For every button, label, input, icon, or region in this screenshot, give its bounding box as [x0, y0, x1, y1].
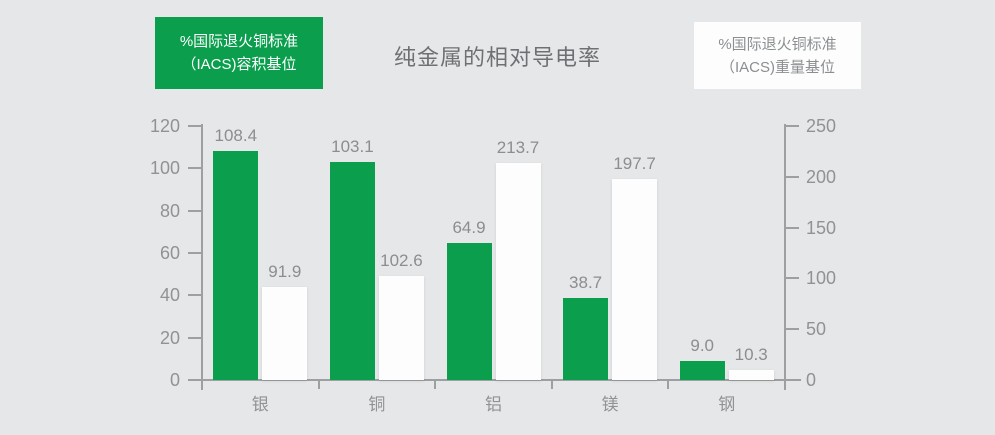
right-axis-tick	[785, 328, 799, 331]
left-axis-tick	[188, 294, 202, 297]
bar-value-label: 197.7	[613, 154, 656, 174]
bar-value-label: 108.4	[214, 125, 258, 145]
bar-value-label: 103.1	[331, 136, 374, 156]
chart-title: 纯金属的相对导电率	[393, 45, 601, 70]
category-label: 铝	[484, 395, 502, 414]
bar-value-label: 38.7	[569, 273, 603, 293]
bar-weight-basis	[262, 286, 308, 380]
left-axis-tick	[188, 252, 202, 254]
x-axis-tick	[667, 380, 670, 389]
bar-volume-basis	[679, 360, 725, 380]
right-axis-tick-label: 50	[806, 319, 827, 340]
bar-volume-basis	[446, 242, 492, 380]
left-axis-tick-label: 120	[149, 116, 180, 136]
left-axis-tick-label: 20	[159, 327, 180, 348]
x-axis-tick	[550, 380, 553, 389]
left-axis-tick-label: 100	[149, 158, 180, 179]
bar-weight-basis	[612, 179, 658, 380]
left-axis-tick	[188, 167, 202, 170]
right-axis-tick-label: 0	[806, 370, 817, 390]
right-axis-legend-line2: （IACS)重量基位	[719, 58, 835, 76]
bar-value-label: 9.0	[690, 335, 714, 355]
right-axis-tick	[785, 125, 799, 127]
right-axis-legend-line1: %国际退火铜标准	[718, 35, 837, 53]
bar-volume-basis	[329, 161, 375, 380]
bar-value-label: 91.9	[268, 261, 302, 281]
left-axis-tick-label: 60	[159, 243, 180, 263]
category-label: 钢	[718, 395, 736, 414]
left-axis-line	[201, 124, 203, 390]
category-label: 铜	[368, 395, 386, 414]
bar-volume-basis	[563, 298, 609, 380]
left-axis-tick-label: 0	[169, 370, 180, 390]
left-axis-legend-badge: %国际退火铜标准 （IACS)容积基位	[155, 17, 323, 89]
right-axis-tick-label: 200	[806, 166, 837, 187]
right-axis-tick-label: 150	[806, 217, 837, 238]
left-axis-legend-line2: （IACS)容积基位	[181, 56, 297, 73]
left-axis-tick	[188, 125, 202, 127]
x-axis-tick	[317, 380, 320, 389]
category-label: 银	[251, 395, 269, 414]
right-axis-legend-badge: %国际退火铜标准 （IACS)重量基位	[694, 22, 861, 89]
left-axis-tick-label: 80	[159, 200, 180, 221]
left-axis-tick	[188, 209, 202, 212]
bar-weight-basis	[728, 369, 774, 380]
right-axis-tick	[785, 277, 799, 280]
left-axis-legend-line1: %国际退火铜标准	[179, 33, 299, 50]
x-axis-baseline	[188, 379, 801, 381]
bar-value-label: 102.6	[380, 250, 423, 270]
left-axis-tick	[188, 336, 202, 339]
x-axis-tick	[434, 380, 437, 389]
left-axis-tick-label: 40	[159, 285, 180, 306]
bar-value-label: 213.7	[496, 137, 540, 157]
bar-value-label: 64.9	[452, 217, 486, 237]
right-axis-line	[784, 124, 786, 390]
right-axis-tick-label: 100	[806, 268, 837, 289]
bar-value-label: 10.3	[734, 344, 768, 364]
category-label: 镁	[601, 395, 619, 414]
bar-volume-basis	[213, 150, 259, 380]
x-axis-tick	[201, 380, 203, 389]
right-axis-tick	[785, 175, 799, 178]
x-axis-tick	[784, 380, 786, 389]
bar-weight-basis	[495, 162, 541, 380]
right-axis-tick	[785, 226, 799, 229]
bar-weight-basis	[378, 275, 424, 380]
right-axis-tick-label: 250	[806, 116, 837, 136]
